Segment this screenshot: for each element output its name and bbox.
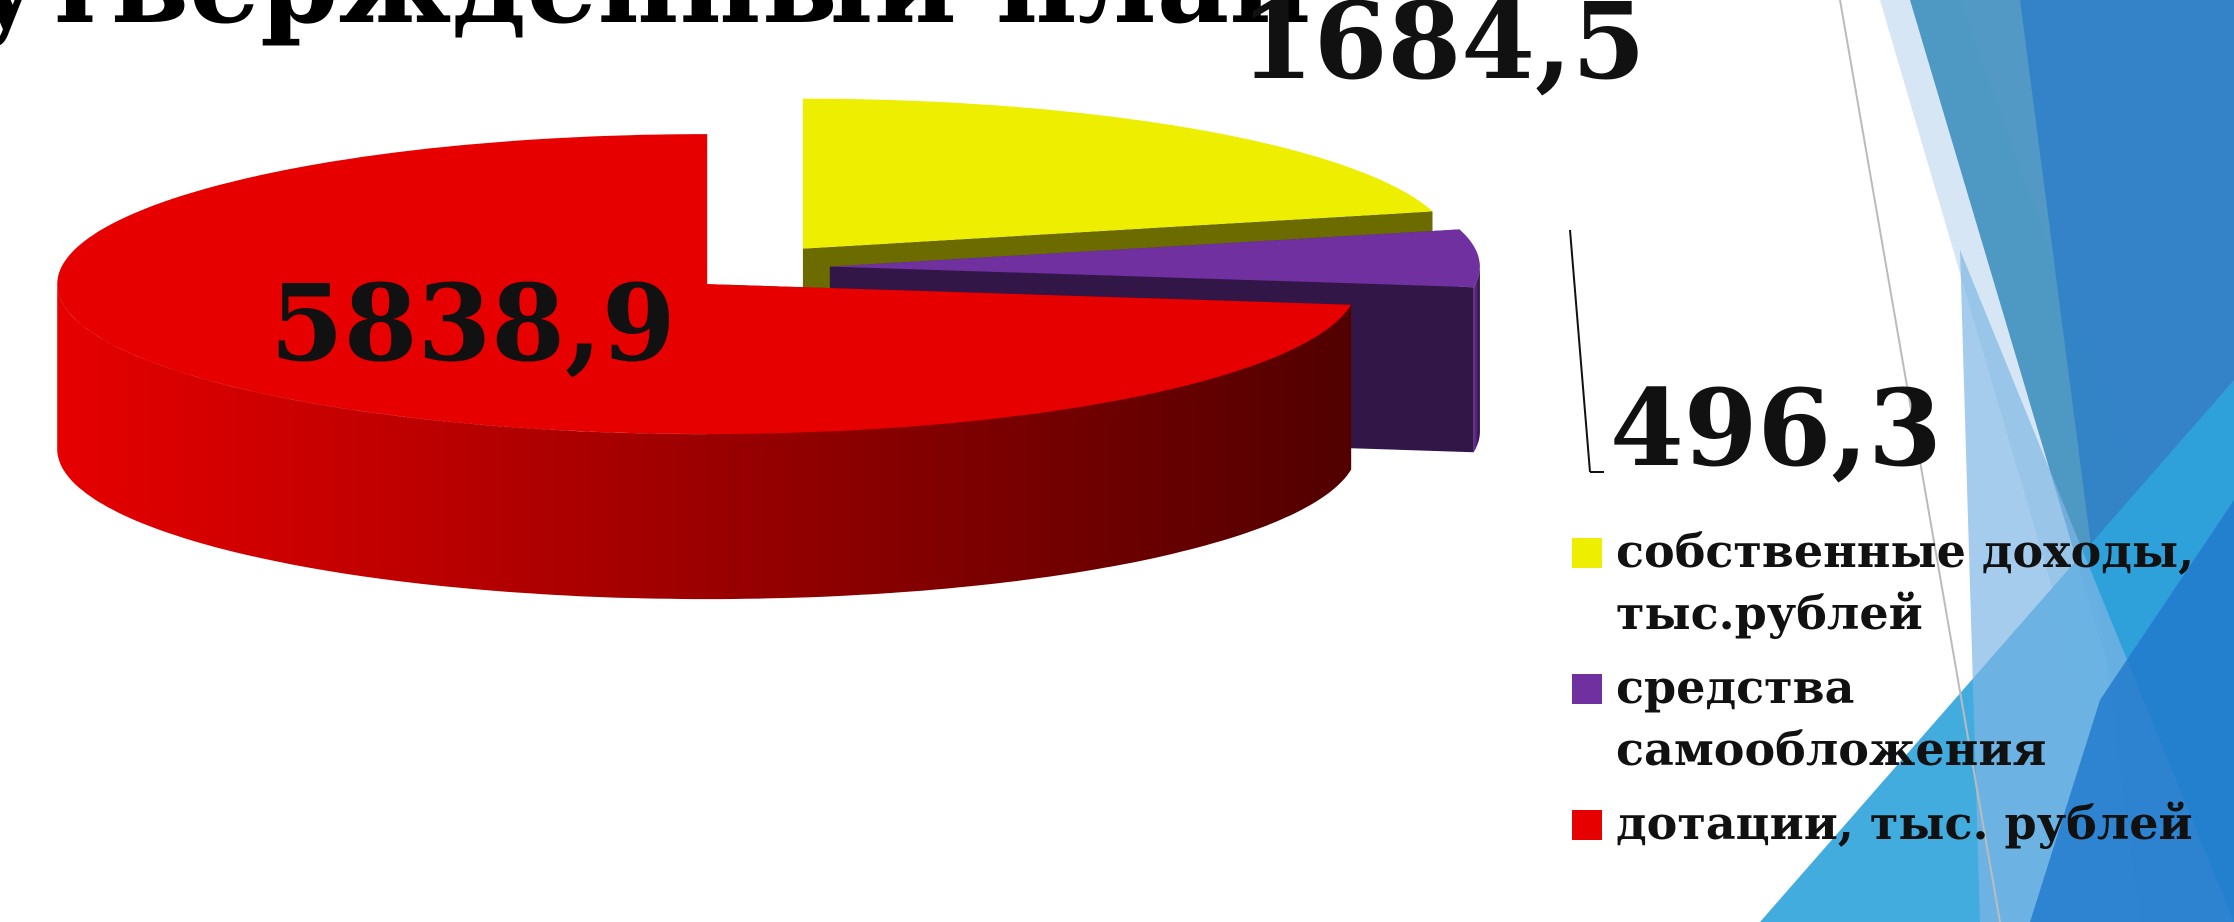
leader-line [1570, 230, 1590, 472]
legend-swatch [1572, 674, 1602, 704]
legend-label: собственные доходы, тыс.рублей [1616, 524, 2194, 640]
legend: собственные доходы, тыс.рублей средства с… [1570, 520, 2230, 866]
data-label: 496,3 [1610, 365, 1942, 490]
chart-title: утвержденный план [0, 0, 1311, 49]
data-label: 5838,9 [270, 260, 676, 385]
legend-item: собственные доходы, тыс.рублей [1570, 520, 2230, 644]
legend-swatch [1572, 538, 1602, 568]
legend-swatch [1572, 810, 1602, 840]
data-label: 1684,5 [1240, 0, 1646, 103]
legend-label: средства самообложения [1616, 660, 2046, 776]
page: утвержденный план 1684,5 496,3 5838,9 собс… [0, 0, 2234, 922]
slice-rim [1474, 267, 1480, 453]
legend-label: дотации, тыс. рублей [1616, 796, 2193, 850]
legend-item: средства самообложения [1570, 656, 2230, 780]
legend-item: дотации, тыс. рублей [1570, 792, 2230, 854]
